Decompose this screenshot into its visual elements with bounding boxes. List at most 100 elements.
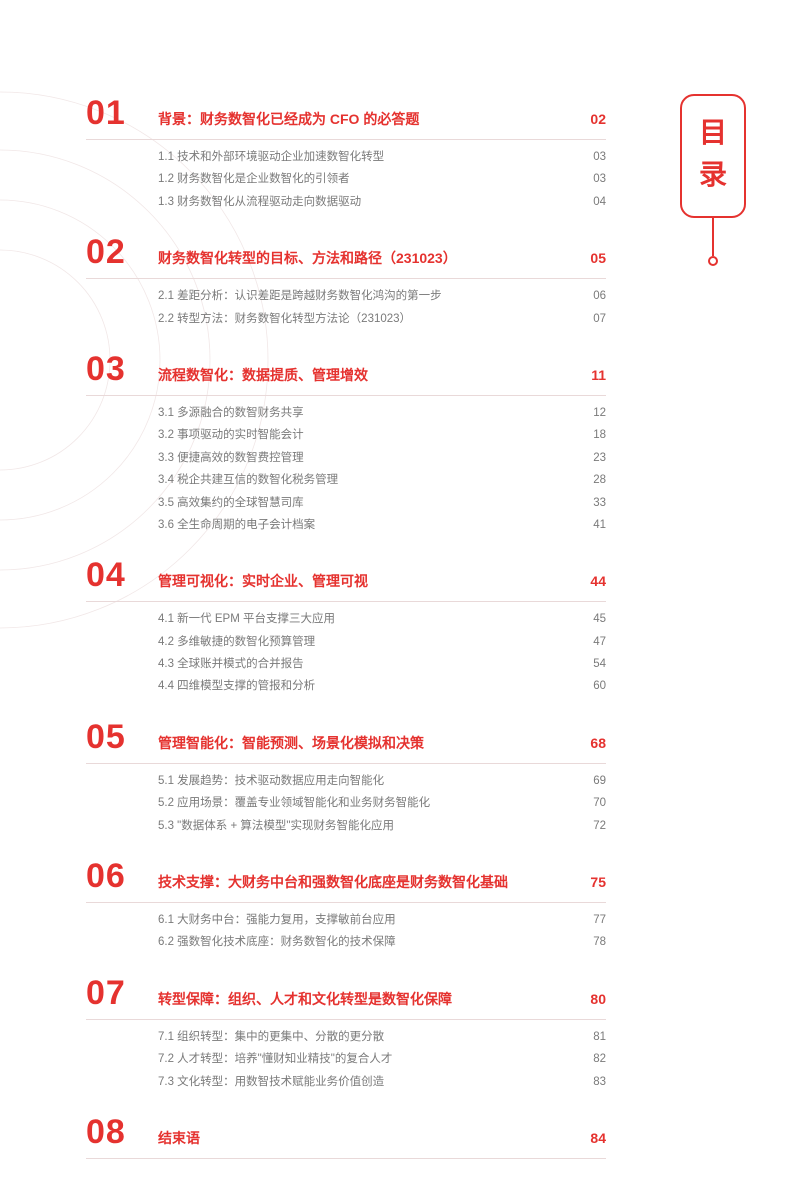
sub-page: 81 — [572, 1031, 606, 1043]
toc-content: 01背景：财务数智化已经成为 CFO 的必答题02 1.1 技术和外部环境驱动企业… — [86, 94, 606, 1179]
chapter-title: 背景：财务数智化已经成为 CFO 的必答题 — [158, 110, 572, 130]
chapter: 05管理智能化：智能预测、场景化模拟和决策68 5.1 发展趋势：技术驱动数据应用… — [86, 718, 606, 837]
sub-label: 3.3 便捷高效的数智费控管理 — [158, 449, 572, 467]
sub-entry: 4.4 四维模型支撑的管报和分析60 — [86, 675, 606, 697]
chapter: 06技术支撑：大财务中台和强数智化底座是财务数智化基础756.1 大财务中台：强… — [86, 857, 606, 954]
toc-badge-box: 目 录 — [680, 94, 746, 218]
sub-label: 4.4 四维模型支撑的管报和分析 — [158, 677, 572, 695]
sub-entry: 5.3 "数据体系 + 算法模型"实现财务智能化应用72 — [86, 815, 606, 837]
sub-label: 1.1 技术和外部环境驱动企业加速数智化转型 — [158, 148, 572, 166]
sub-label: 3.2 事项驱动的实时智能会计 — [158, 426, 572, 444]
sub-label: 3.4 税企共建互信的数智化税务管理 — [158, 471, 572, 489]
chapter-number: 06 — [86, 857, 158, 896]
sub-page: 23 — [572, 452, 606, 464]
sub-label: 1.3 财务数智化从流程驱动走向数据驱动 — [158, 193, 572, 211]
chapter-header: 04管理可视化：实时企业、管理可视44 — [86, 556, 606, 602]
sub-entry: 3.3 便捷高效的数智费控管理23 — [86, 447, 606, 469]
sub-label: 2.1 差距分析：认识差距是跨越财务数智化鸿沟的第一步 — [158, 287, 572, 305]
chapter-title: 结束语 — [158, 1129, 572, 1149]
sub-entry: 5.2 应用场景：覆盖专业领域智能化和业务财务智能化70 — [86, 792, 606, 814]
chapter: 08结束语84 — [86, 1113, 606, 1159]
sub-page: 03 — [572, 173, 606, 185]
sub-label: 7.3 文化转型：用数智技术赋能业务价值创造 — [158, 1073, 572, 1091]
sub-label: 7.2 人才转型：培养"懂财知业精技"的复合人才 — [158, 1050, 572, 1068]
chapter-title: 财务数智化转型的目标、方法和路径（231023） — [158, 249, 572, 269]
sub-label: 3.5 高效集约的全球智慧司库 — [158, 494, 572, 512]
sub-page: 82 — [572, 1053, 606, 1065]
sub-entry: 6.1 大财务中台：强能力复用，支撑敏前台应用77 — [86, 909, 606, 931]
sub-label: 5.2 应用场景：覆盖专业领域智能化和业务财务智能化 — [158, 794, 572, 812]
sub-page: 77 — [572, 914, 606, 926]
chapter-number: 01 — [86, 94, 158, 133]
chapter: 07转型保障：组织、人才和文化转型是数智化保障80 7.1 组织转型：集中的更集中… — [86, 974, 606, 1093]
sub-entry: 3.2 事项驱动的实时智能会计18 — [86, 424, 606, 446]
toc-badge-stem — [680, 216, 746, 266]
sub-page: 60 — [572, 680, 606, 692]
sub-label: 7.1 组织转型：集中的更集中、分散的更分散 — [158, 1028, 572, 1046]
sub-label: 4.2 多维敏捷的数智化预算管理 — [158, 633, 572, 651]
chapter-number: 03 — [86, 350, 158, 389]
chapter-header: 03流程数智化：数据提质、管理增效11 — [86, 350, 606, 396]
toc-badge-dot — [708, 256, 718, 266]
toc-char-2: 录 — [699, 154, 727, 196]
sub-label: 4.3 全球账并模式的合并报告 — [158, 655, 572, 673]
chapter: 03流程数智化：数据提质、管理增效113.1 多源融合的数智财务共享123.2 … — [86, 350, 606, 536]
sub-label: 4.1 新一代 EPM 平台支撑三大应用 — [158, 610, 572, 628]
sub-entry: 7.3 文化转型：用数智技术赋能业务价值创造83 — [86, 1071, 606, 1093]
sub-label: 5.1 发展趋势：技术驱动数据应用走向智能化 — [158, 772, 572, 790]
sub-entry: 4.1 新一代 EPM 平台支撑三大应用45 — [86, 608, 606, 630]
sub-entry: 6.2 强数智化技术底座：财务数智化的技术保障78 — [86, 931, 606, 953]
chapter-title: 流程数智化：数据提质、管理增效 — [158, 366, 572, 386]
sub-page: 41 — [572, 519, 606, 531]
chapter-title: 管理可视化：实时企业、管理可视 — [158, 572, 572, 592]
chapter-page: 11 — [572, 367, 606, 383]
sub-entry: 7.2 人才转型：培养"懂财知业精技"的复合人才82 — [86, 1048, 606, 1070]
chapter-header: 08结束语84 — [86, 1113, 606, 1159]
sub-page: 18 — [572, 429, 606, 441]
sub-entry: 3.6 全生命周期的电子会计档案41 — [86, 514, 606, 536]
toc-badge: 目 录 — [680, 94, 746, 266]
toc-char-1: 目 — [699, 112, 727, 154]
sub-page: 83 — [572, 1076, 606, 1088]
sub-page: 78 — [572, 936, 606, 948]
sub-page: 12 — [572, 407, 606, 419]
chapter-header: 07转型保障：组织、人才和文化转型是数智化保障80 — [86, 974, 606, 1020]
sub-page: 06 — [572, 290, 606, 302]
sub-page: 72 — [572, 820, 606, 832]
sub-label: 1.2 财务数智化是企业数智化的引领者 — [158, 170, 572, 188]
sub-page: 33 — [572, 497, 606, 509]
chapter-title: 技术支撑：大财务中台和强数智化底座是财务数智化基础 — [158, 873, 572, 893]
chapter-page: 05 — [572, 250, 606, 266]
sub-label: 2.2 转型方法：财务数智化转型方法论（231023） — [158, 310, 572, 328]
chapter-number: 07 — [86, 974, 158, 1013]
sub-page: 70 — [572, 797, 606, 809]
chapter-header: 02财务数智化转型的目标、方法和路径（231023）05 — [86, 233, 606, 279]
sub-page: 69 — [572, 775, 606, 787]
sub-entry: 1.2 财务数智化是企业数智化的引领者03 — [86, 168, 606, 190]
chapter-header: 01背景：财务数智化已经成为 CFO 的必答题02 — [86, 94, 606, 140]
chapter: 02财务数智化转型的目标、方法和路径（231023）05 2.1 差距分析：认识差… — [86, 233, 606, 330]
chapter-title: 管理智能化：智能预测、场景化模拟和决策 — [158, 734, 572, 754]
sub-entry: 4.3 全球账并模式的合并报告54 — [86, 653, 606, 675]
chapter-page: 44 — [572, 573, 606, 589]
sub-label: 3.1 多源融合的数智财务共享 — [158, 404, 572, 422]
chapter: 04管理可视化：实时企业、管理可视444.1 新一代 EPM 平台支撑三大应用4… — [86, 556, 606, 698]
chapter-header: 05管理智能化：智能预测、场景化模拟和决策68 — [86, 718, 606, 764]
sub-label: 5.3 "数据体系 + 算法模型"实现财务智能化应用 — [158, 817, 572, 835]
sub-entry: 1.3 财务数智化从流程驱动走向数据驱动04 — [86, 191, 606, 213]
sub-label: 6.2 强数智化技术底座：财务数智化的技术保障 — [158, 933, 572, 951]
sub-entry: 2.1 差距分析：认识差距是跨越财务数智化鸿沟的第一步06 — [86, 285, 606, 307]
sub-entry: 3.4 税企共建互信的数智化税务管理28 — [86, 469, 606, 491]
sub-label: 6.1 大财务中台：强能力复用，支撑敏前台应用 — [158, 911, 572, 929]
sub-entry: 1.1 技术和外部环境驱动企业加速数智化转型03 — [86, 146, 606, 168]
chapter-number: 05 — [86, 718, 158, 757]
chapter-page: 68 — [572, 735, 606, 751]
sub-page: 54 — [572, 658, 606, 670]
sub-page: 47 — [572, 636, 606, 648]
sub-page: 04 — [572, 196, 606, 208]
chapter: 01背景：财务数智化已经成为 CFO 的必答题02 1.1 技术和外部环境驱动企业… — [86, 94, 606, 213]
chapter-title: 转型保障：组织、人才和文化转型是数智化保障 — [158, 990, 572, 1010]
sub-page: 28 — [572, 474, 606, 486]
sub-entry: 4.2 多维敏捷的数智化预算管理47 — [86, 631, 606, 653]
chapter-number: 08 — [86, 1113, 158, 1152]
